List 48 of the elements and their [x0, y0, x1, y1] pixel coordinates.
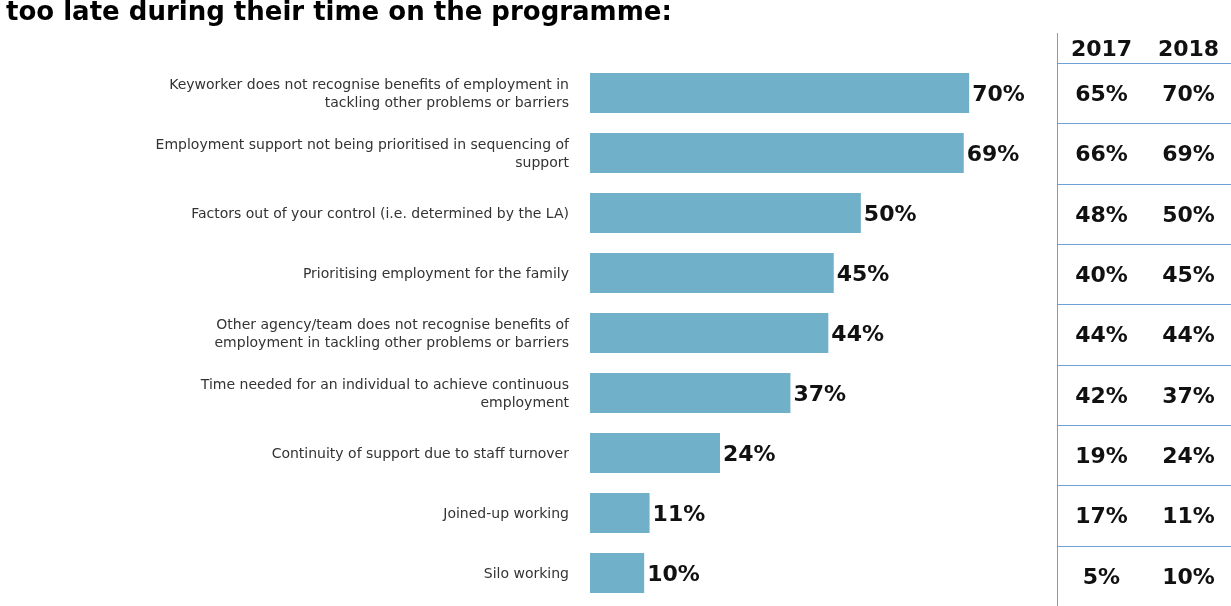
text: 44%: [1074, 322, 1129, 348]
bar: [590, 312, 829, 354]
text: 2017: [1069, 35, 1134, 61]
text: 69%: [1161, 141, 1216, 167]
bar: [590, 492, 650, 534]
bar: [590, 132, 964, 174]
bar: [590, 252, 834, 294]
text: 50%: [1161, 201, 1216, 227]
bar: [590, 552, 645, 594]
text: 42%: [1074, 382, 1129, 408]
y-tick-label: Continuity of support due to staff turnover: [271, 444, 570, 461]
text: 45%: [1161, 262, 1216, 288]
text: 44%: [1161, 322, 1216, 348]
y-tick-label: Keyworker does not recognise benefits of employment in tackling other problems or barriers: [169, 75, 569, 110]
text: 24%: [1161, 443, 1216, 469]
data-label: 10%: [647, 560, 700, 586]
data-label: 24%: [723, 440, 776, 466]
y-tick-label: Prioritising employment for the family: [302, 264, 569, 281]
text: 5%: [1081, 563, 1122, 589]
bar: [590, 372, 791, 414]
text: 19%: [1074, 443, 1129, 469]
text: 66%: [1074, 141, 1129, 167]
data-label: 37%: [793, 380, 847, 406]
data-label: 45%: [836, 260, 890, 286]
text: too late during their time on the programme:: [6, 0, 672, 26]
bar: [590, 432, 720, 474]
text: 48%: [1074, 201, 1129, 227]
text: 70%: [1161, 81, 1216, 107]
text: 2018: [1156, 35, 1221, 61]
text: 40%: [1074, 262, 1129, 288]
text: 17%: [1074, 503, 1129, 529]
y-tick-label: Time needed for an individual to achieve continuous employment: [199, 375, 570, 410]
data-label: 11%: [652, 500, 706, 526]
bar: [590, 72, 970, 114]
y-tick-label: Factors out of your control (i.e. determined by the LA): [191, 204, 569, 221]
text: 10%: [1161, 563, 1216, 589]
data-label: 70%: [972, 80, 1025, 106]
y-tick-label: Joined-up working: [442, 504, 569, 521]
y-tick-label: Silo working: [483, 564, 569, 581]
text: 65%: [1074, 81, 1129, 107]
data-label: 44%: [831, 320, 884, 346]
text: 37%: [1161, 382, 1216, 408]
data-label: 50%: [863, 200, 917, 226]
y-tick-label: Other agency/team does not recognise benefits of employment in tackling other problems or barriers: [214, 315, 571, 350]
data-label: 69%: [966, 140, 1020, 166]
text: 11%: [1161, 503, 1216, 529]
y-tick-label: Employment support not being prioritised in sequencing of support: [155, 135, 571, 170]
bar: [590, 192, 861, 234]
